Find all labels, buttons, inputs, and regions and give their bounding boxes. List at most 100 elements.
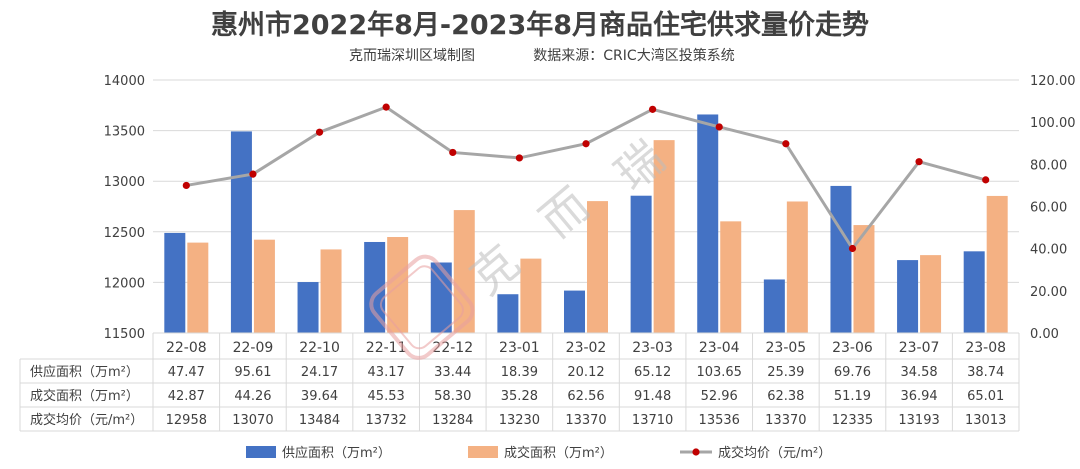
- legend-label-deal: 成交面积（万m²）: [504, 445, 613, 461]
- table-cell-value: 13370: [765, 413, 806, 428]
- price-marker: [249, 170, 257, 178]
- watermark-stamp-inner: [379, 265, 464, 350]
- bar-supply: [630, 195, 652, 333]
- chart-subtitle-left: 克而瑞深圳区域制图: [349, 48, 475, 64]
- chart-subtitle-right: 数据来源：CRIC大湾区投策系统: [533, 47, 734, 64]
- bar-deal: [986, 195, 1008, 333]
- price-marker: [782, 140, 790, 148]
- table-cell-value: 58.30: [434, 389, 471, 404]
- bar-supply: [564, 290, 585, 333]
- x-tick-label: 22-08: [166, 340, 207, 356]
- price-marker: [848, 244, 857, 253]
- table-cell-value: 44.26: [234, 389, 271, 404]
- y-right-tick-label: 40.00: [1030, 243, 1067, 258]
- table-cell-value: 65.12: [634, 365, 671, 380]
- legend: 供应面积（万m²） 成交面积（万m²） 成交均价（元/m²）: [246, 445, 831, 461]
- y-right-tick-label: 120.00: [1030, 74, 1076, 89]
- table-cell-value: 13732: [365, 413, 406, 428]
- x-tick-label: 23-04: [699, 340, 740, 356]
- bar-deal: [720, 221, 742, 333]
- x-tick-label: 23-02: [566, 340, 607, 356]
- bar-supply: [230, 131, 252, 333]
- legend-swatch-deal: [468, 446, 498, 458]
- price-marker: [449, 148, 457, 157]
- table-cell-value: 12335: [832, 413, 873, 428]
- legend-label-price: 成交均价（元/m²）: [718, 445, 831, 461]
- bar-deal: [786, 201, 808, 333]
- table-cell-value: 13370: [565, 413, 606, 428]
- table-cell-value: 91.48: [634, 389, 671, 404]
- bar-supply: [963, 251, 985, 333]
- y-left-tick-label: 12000: [104, 276, 145, 291]
- bar-deal: [920, 255, 942, 333]
- table-cell-value: 13070: [232, 413, 273, 428]
- price-marker: [515, 154, 523, 162]
- table-cell-value: 25.39: [767, 365, 804, 380]
- table-cell-value: 13710: [632, 413, 673, 428]
- x-tick-label: 22-10: [299, 340, 340, 356]
- table-cell-value: 69.76: [834, 365, 871, 380]
- y-left-tick-label: 13500: [104, 125, 145, 140]
- bar-supply: [763, 279, 785, 333]
- table-cell-value: 62.56: [567, 389, 604, 404]
- table-cell-value: 18.39: [501, 365, 538, 380]
- table-cell-value: 51.19: [834, 389, 871, 404]
- price-marker: [649, 105, 657, 113]
- price-marker: [182, 181, 190, 190]
- y-left-tick-label: 11500: [104, 327, 145, 342]
- table-row-label: 成交面积（万m²）: [30, 388, 139, 404]
- bar-deal: [253, 239, 275, 333]
- x-tick-label: 23-01: [499, 340, 540, 356]
- legend-swatch-price-marker: [692, 448, 700, 456]
- table-row-label: 成交均价（元/m²）: [30, 412, 143, 428]
- table-cell-value: 24.17: [301, 365, 338, 380]
- bar-supply: [297, 282, 319, 333]
- bar-deal: [187, 242, 209, 333]
- table-cell-value: 36.94: [900, 389, 937, 404]
- y-left-tick-label: 12500: [104, 226, 145, 241]
- price-marker: [915, 158, 923, 166]
- bar-supply: [430, 262, 452, 333]
- bar-supply: [697, 114, 719, 333]
- bar-deal: [320, 249, 342, 333]
- table-cell-value: 20.12: [567, 365, 604, 380]
- bar-supply: [897, 260, 919, 333]
- table-cell-value: 39.64: [301, 389, 338, 404]
- x-tick-label: 22-11: [366, 340, 407, 356]
- table-cell-value: 35.28: [501, 389, 538, 404]
- y-left-tick-label: 14000: [104, 74, 145, 89]
- y-left-tick-label: 13000: [104, 175, 145, 190]
- table-cell-value: 13193: [898, 413, 939, 428]
- price-marker: [582, 140, 590, 148]
- bar-supply: [164, 232, 186, 333]
- table-cell-value: 13536: [699, 413, 740, 428]
- watermark: 克而瑞: [369, 130, 675, 360]
- table-cell-value: 13230: [499, 413, 540, 428]
- x-tick-label: 23-06: [832, 340, 873, 356]
- table-cell-value: 52.96: [701, 389, 738, 404]
- bar-deal: [520, 258, 542, 333]
- table-cell-value: 62.38: [767, 389, 804, 404]
- table-cell-value: 43.17: [368, 365, 405, 380]
- chart-title: 惠州市2022年8月-2023年8月商品住宅供求量价走势: [211, 9, 869, 41]
- table-cell-value: 13013: [965, 413, 1006, 428]
- y-right-tick-label: 20.00: [1030, 285, 1067, 300]
- y-right-tick-label: 80.00: [1030, 158, 1067, 173]
- bar-supply: [830, 185, 852, 333]
- table-cell-value: 13484: [299, 413, 340, 428]
- table-cell-value: 13284: [432, 413, 473, 428]
- y-right-tick-label: 0.00: [1030, 327, 1059, 342]
- table-cell-value: 34.58: [900, 365, 937, 380]
- table-row-label: 供应面积（万m²）: [30, 364, 139, 380]
- watermark-stamp-frame: [369, 254, 475, 360]
- bar-deal: [653, 140, 675, 333]
- bar-deal: [587, 201, 608, 333]
- price-marker: [982, 176, 990, 184]
- table-cell-value: 103.65: [696, 365, 742, 380]
- y-right-tick-label: 60.00: [1030, 201, 1067, 216]
- x-tick-label: 23-08: [965, 340, 1006, 356]
- x-tick-label: 23-05: [766, 340, 807, 356]
- table-cell-value: 95.61: [234, 365, 271, 380]
- legend-label-supply: 供应面积（万m²）: [282, 445, 391, 461]
- watermark-stamp: [369, 254, 475, 360]
